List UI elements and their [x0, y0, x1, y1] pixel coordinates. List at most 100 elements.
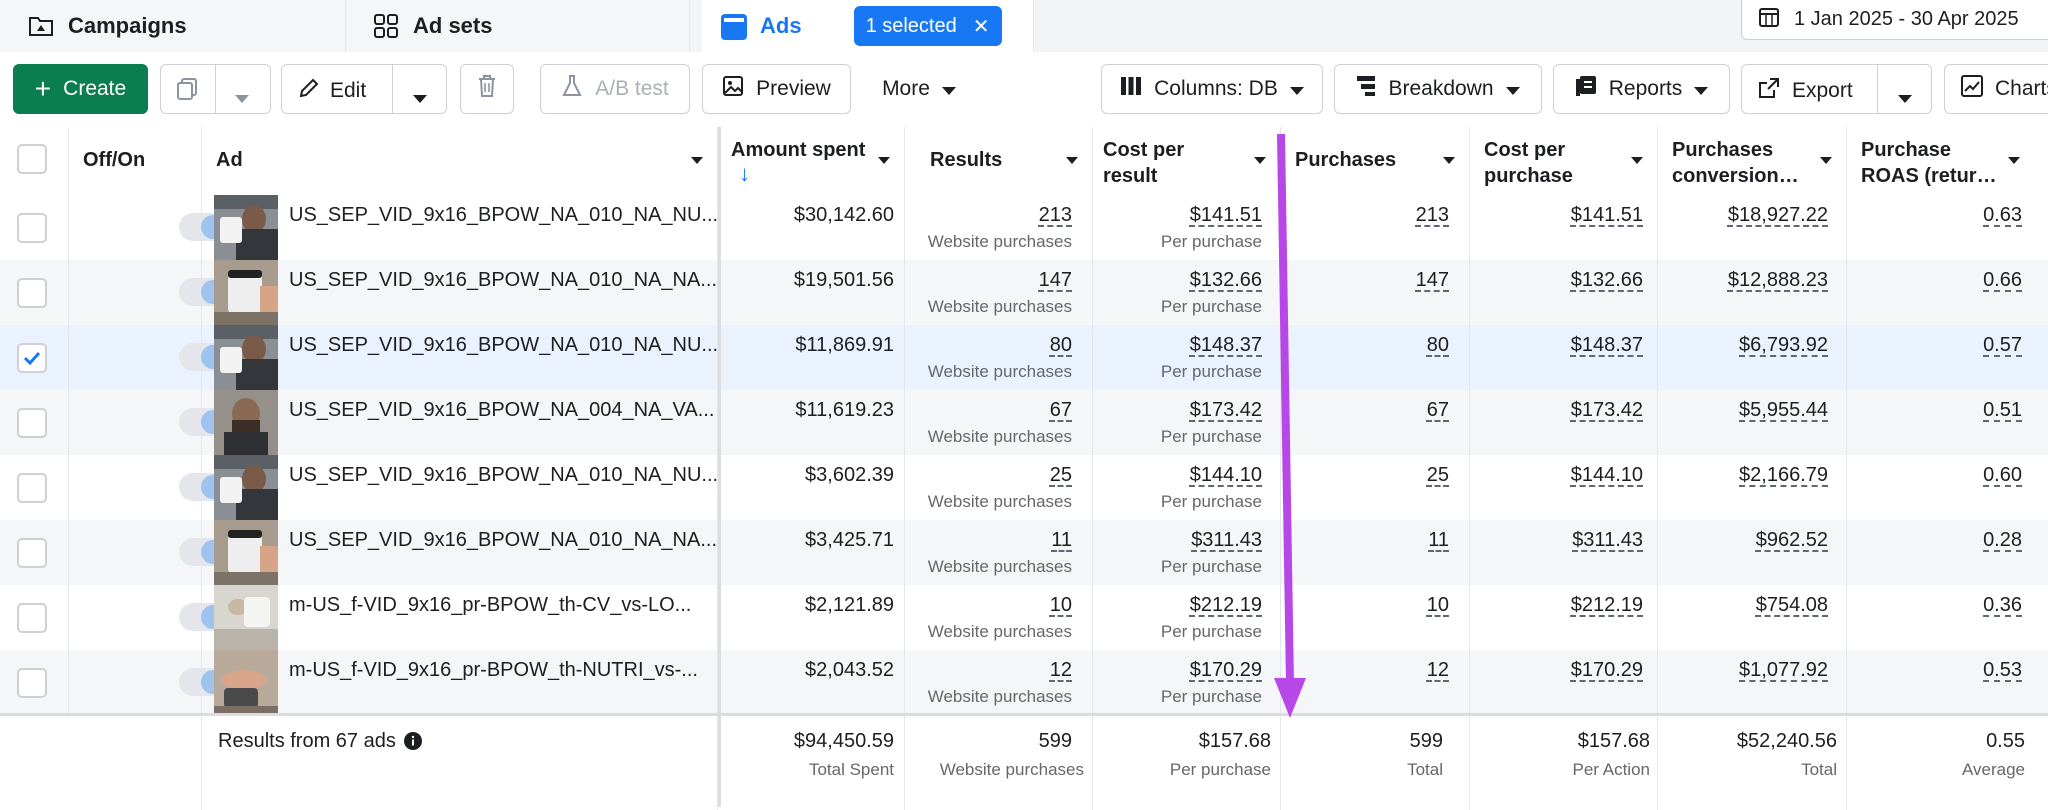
tab-campaigns[interactable]: Campaigns — [0, 0, 346, 52]
table-row[interactable]: US_SEP_VID_9x16_BPOW_NA_010_NA_NU... $3,6… — [0, 455, 2048, 521]
purchases-conversion-value[interactable]: $2,166.79 — [1739, 464, 1828, 486]
table-row[interactable]: US_SEP_VID_9x16_BPOW_NA_010_NA_NA... $3,4… — [0, 520, 2048, 586]
ad-name[interactable]: US_SEP_VID_9x16_BPOW_NA_010_NA_NA... — [289, 529, 717, 551]
cost-per-result[interactable]: $170.29 — [1189, 659, 1262, 681]
cost-per-result[interactable]: $148.37 — [1189, 334, 1262, 356]
results-value[interactable]: 67 — [1049, 399, 1072, 421]
ab-test-button[interactable]: A/B test — [540, 64, 690, 114]
row-checkbox[interactable] — [17, 408, 47, 438]
breakdown-button[interactable]: Breakdown — [1334, 64, 1542, 114]
row-checkbox[interactable] — [17, 668, 47, 698]
purchases-value[interactable]: 10 — [1426, 594, 1449, 616]
ad-name[interactable]: m-US_f-VID_9x16_pr-BPOW_th-CV_vs-LO... — [289, 594, 692, 616]
row-checkbox[interactable] — [17, 213, 47, 243]
ad-name[interactable]: US_SEP_VID_9x16_BPOW_NA_010_NA_NA... — [289, 269, 717, 291]
purchase-roas[interactable]: 0.28 — [1983, 529, 2022, 551]
results-value[interactable]: 25 — [1049, 464, 1072, 486]
ad-name[interactable]: US_SEP_VID_9x16_BPOW_NA_010_NA_NU... — [289, 334, 719, 356]
purchases-value[interactable]: 12 — [1426, 659, 1449, 681]
ad-name-cell[interactable]: US_SEP_VID_9x16_BPOW_NA_004_NA_VA... — [202, 390, 718, 455]
column-header-amount-spent[interactable]: Amount spent ↓ — [721, 127, 905, 195]
cost-per-purchase[interactable]: $173.42 — [1570, 399, 1643, 421]
cost-per-result[interactable]: $311.43 — [1191, 529, 1262, 551]
row-checkbox[interactable] — [17, 473, 47, 503]
info-icon[interactable] — [404, 732, 422, 755]
results-value[interactable]: 213 — [1038, 204, 1072, 226]
purchases-conversion-value[interactable]: $18,927.22 — [1727, 204, 1828, 226]
table-row[interactable]: US_SEP_VID_9x16_BPOW_NA_004_NA_VA... $11,… — [0, 390, 2048, 456]
columns-button[interactable]: Columns: DB — [1101, 64, 1323, 114]
column-header-purchase-roas[interactable]: Purchase ROAS (retur… — [1847, 127, 2048, 195]
reports-button[interactable]: Reports — [1553, 64, 1730, 114]
cost-per-result[interactable]: $173.42 — [1189, 399, 1262, 421]
column-dropdown-icon[interactable] — [1443, 157, 1455, 164]
frozen-column-divider[interactable] — [718, 127, 721, 807]
ad-name-cell[interactable]: m-US_f-VID_9x16_pr-BPOW_th-NUTRI_vs-... — [202, 650, 718, 715]
ad-name[interactable]: US_SEP_VID_9x16_BPOW_NA_004_NA_VA... — [289, 399, 715, 421]
column-dropdown-icon[interactable] — [1820, 157, 1832, 164]
delete-button[interactable] — [460, 64, 514, 114]
row-checkbox[interactable] — [17, 343, 47, 373]
column-header-cost-per-purchase[interactable]: Cost per purchase — [1470, 127, 1658, 195]
ad-name-cell[interactable]: US_SEP_VID_9x16_BPOW_NA_010_NA_NA... — [202, 260, 718, 325]
charts-button[interactable]: Charts — [1944, 64, 2048, 114]
ad-name-cell[interactable]: US_SEP_VID_9x16_BPOW_NA_010_NA_NU... — [202, 195, 718, 260]
results-value[interactable]: 12 — [1049, 659, 1072, 681]
results-value[interactable]: 10 — [1049, 594, 1072, 616]
purchase-roas[interactable]: 0.57 — [1983, 334, 2022, 356]
purchases-conversion-value[interactable]: $6,793.92 — [1739, 334, 1828, 356]
purchases-value[interactable]: 80 — [1426, 334, 1449, 356]
cost-per-result[interactable]: $144.10 — [1189, 464, 1262, 486]
purchase-roas[interactable]: 0.51 — [1983, 399, 2022, 421]
purchase-roas[interactable]: 0.63 — [1983, 204, 2022, 226]
cost-per-purchase[interactable]: $141.51 — [1570, 204, 1643, 226]
purchases-conversion-value[interactable]: $962.52 — [1755, 529, 1828, 551]
create-button[interactable]: + Create — [13, 64, 148, 114]
results-value[interactable]: 11 — [1051, 529, 1072, 551]
column-dropdown-icon[interactable] — [1254, 157, 1266, 164]
edit-dropdown-chevron-icon[interactable] — [413, 85, 427, 109]
tab-ad-sets[interactable]: Ad sets — [347, 0, 690, 52]
column-dropdown-icon[interactable] — [691, 157, 703, 164]
results-value[interactable]: 80 — [1049, 334, 1072, 356]
purchases-value[interactable]: 147 — [1415, 269, 1449, 291]
ad-name-cell[interactable]: US_SEP_VID_9x16_BPOW_NA_010_NA_NA... — [202, 520, 718, 585]
table-row[interactable]: m-US_f-VID_9x16_pr-BPOW_th-CV_vs-LO... $2… — [0, 585, 2048, 651]
cost-per-result[interactable]: $132.66 — [1189, 269, 1262, 291]
ad-name[interactable]: m-US_f-VID_9x16_pr-BPOW_th-NUTRI_vs-... — [289, 659, 698, 681]
edit-button[interactable]: Edit — [298, 77, 366, 105]
duplicate-icon[interactable] — [175, 77, 199, 107]
column-header-ad[interactable]: Ad — [202, 127, 718, 195]
cost-per-purchase[interactable]: $170.29 — [1570, 659, 1643, 681]
column-header-cost-per-result[interactable]: Cost per result — [1093, 127, 1281, 195]
select-all-checkbox[interactable] — [17, 144, 47, 174]
cost-per-purchase[interactable]: $144.10 — [1570, 464, 1643, 486]
export-dropdown-chevron-icon[interactable] — [1898, 85, 1912, 109]
table-row[interactable]: US_SEP_VID_9x16_BPOW_NA_010_NA_NU... $30,… — [0, 195, 2048, 261]
column-header-offon[interactable]: Off/On — [69, 127, 202, 195]
purchases-value[interactable]: 25 — [1426, 464, 1449, 486]
more-button[interactable]: More — [864, 64, 974, 114]
column-dropdown-icon[interactable] — [1066, 157, 1078, 164]
close-icon[interactable]: ✕ — [972, 15, 990, 38]
table-row[interactable]: US_SEP_VID_9x16_BPOW_NA_010_NA_NA... $19,… — [0, 260, 2048, 326]
column-dropdown-icon[interactable] — [1631, 157, 1643, 164]
export-button[interactable]: Export — [1758, 77, 1853, 105]
purchases-value[interactable]: 213 — [1415, 204, 1449, 226]
results-value[interactable]: 147 — [1038, 269, 1072, 291]
row-checkbox[interactable] — [17, 538, 47, 568]
column-dropdown-icon[interactable] — [878, 157, 890, 164]
selection-pill[interactable]: 1 selected ✕ — [853, 6, 1002, 46]
row-checkbox[interactable] — [17, 278, 47, 308]
purchases-conversion-value[interactable]: $754.08 — [1755, 594, 1828, 616]
purchase-roas[interactable]: 0.53 — [1983, 659, 2022, 681]
column-dropdown-icon[interactable] — [2008, 157, 2020, 164]
purchase-roas[interactable]: 0.36 — [1983, 594, 2022, 616]
cost-per-purchase[interactable]: $212.19 — [1570, 594, 1643, 616]
date-range-picker[interactable]: 1 Jan 2025 - 30 Apr 2025 — [1741, 0, 2048, 40]
cost-per-result[interactable]: $141.51 — [1189, 204, 1262, 226]
purchases-conversion-value[interactable]: $1,077.92 — [1739, 659, 1828, 681]
purchase-roas[interactable]: 0.66 — [1983, 269, 2022, 291]
ad-name[interactable]: US_SEP_VID_9x16_BPOW_NA_010_NA_NU... — [289, 204, 719, 226]
ad-name-cell[interactable]: US_SEP_VID_9x16_BPOW_NA_010_NA_NU... — [202, 325, 718, 390]
